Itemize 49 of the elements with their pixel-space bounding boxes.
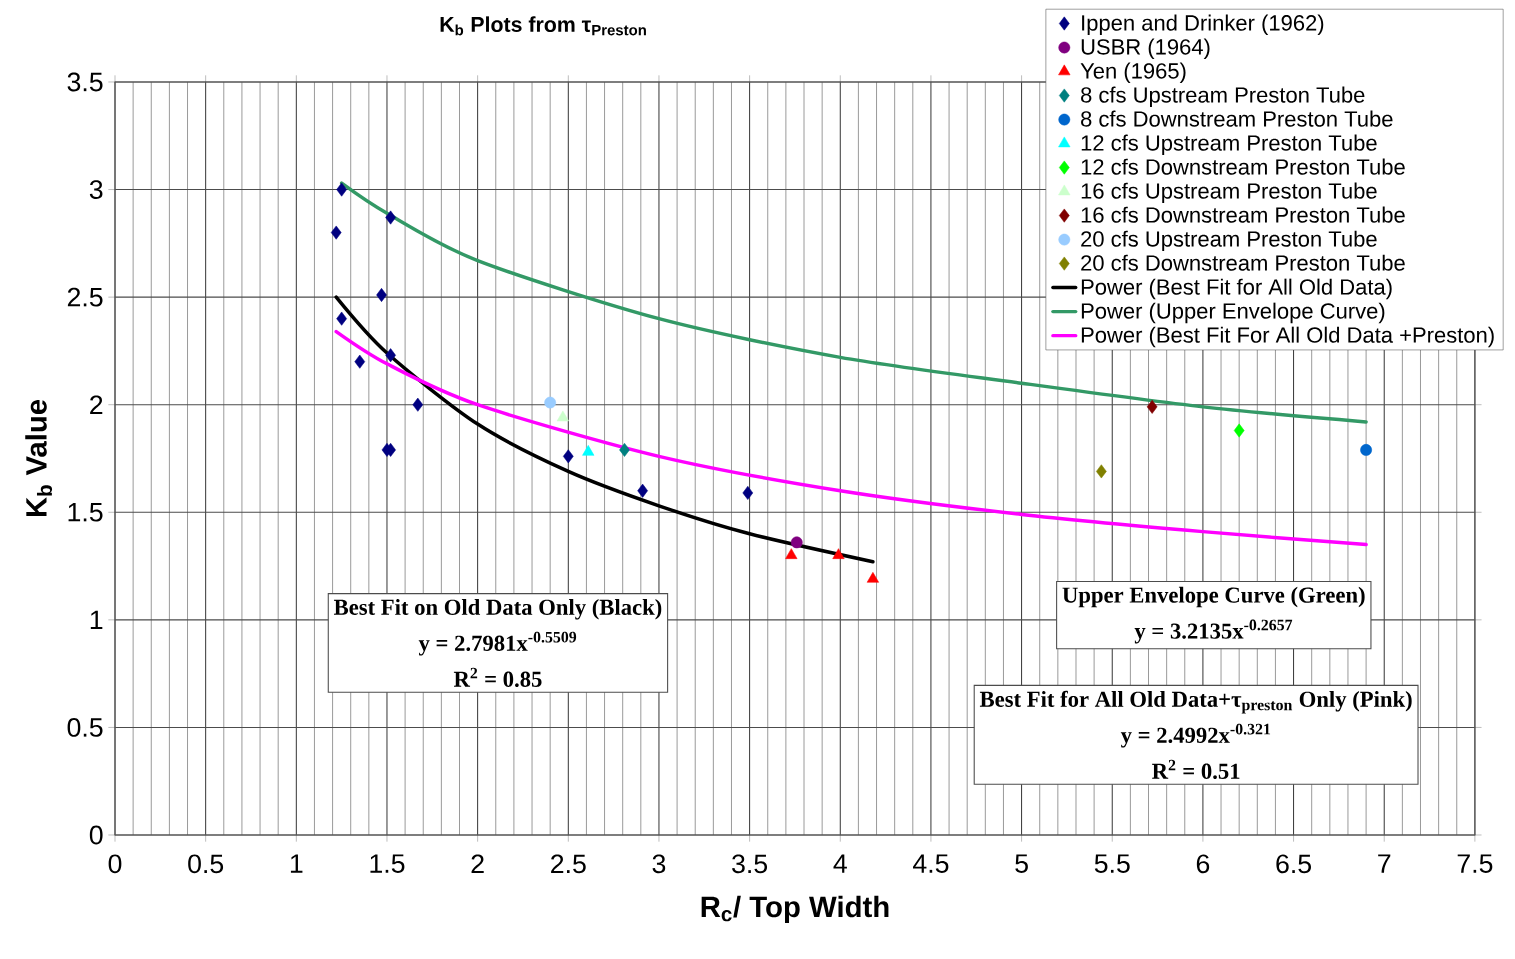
x-tick-label: 5.5	[1094, 854, 1130, 873]
legend-label: 16 cfs Upstream Preston Tube	[1081, 182, 1377, 204]
x-axis-title: R$_{c}$/ Top Width	[701, 895, 889, 924]
x-tick-label: 1	[290, 854, 303, 873]
legend-label: 16 cfs Downstream Preston Tube	[1081, 206, 1405, 223]
legend-label: Power (Best Fit for All Old Data)	[1081, 278, 1392, 300]
annotation: y = 2.7981x$^{-0.5509}$	[418, 631, 577, 656]
x-tick-label: 7.5	[1457, 854, 1493, 873]
y-tick-label: 2	[90, 395, 103, 415]
x-tick-label: 0	[108, 854, 122, 874]
legend-label: Power (Upper Envelope Curve)	[1081, 302, 1385, 324]
y-tick-label: 3	[89, 180, 103, 199]
y-tick-label: 2.5	[67, 287, 103, 307]
annotation: Best Fit on Old Data Only (Black)	[333, 598, 662, 620]
annotation: y = 3.2135x$^{-0.2657}$	[1134, 619, 1293, 644]
x-tick-label: 5	[1015, 854, 1028, 873]
legend-label: 12 cfs Downstream Preston Tube	[1081, 158, 1405, 175]
legend-label: 20 cfs Upstream Preston Tube	[1081, 230, 1377, 252]
annotation: R$^{2}$ = 0.85	[453, 667, 542, 687]
y-tick-label: 1.5	[68, 502, 103, 522]
y-axis-title: K$_{b}$ Value	[25, 399, 53, 517]
annotation: y = 2.4992x$^{-0.321}$	[1120, 723, 1271, 748]
annotation: R$^{2}$ = 0.51	[1152, 759, 1240, 779]
legend-label: 8 cfs Downstream Preston Tube	[1081, 110, 1393, 127]
y-tick-label: 0	[89, 825, 103, 845]
y-tick-label: 0.5	[67, 717, 103, 737]
legend-label: USBR (1964)	[1081, 38, 1210, 60]
x-tick-label: 1.5	[370, 854, 405, 873]
chart-title: K$_{b}$ Plots from τ$_{Preston}$	[440, 16, 646, 36]
legend-label: 20 cfs Downstream Preston Tube	[1081, 254, 1405, 271]
x-tick-label: 4	[833, 854, 847, 873]
y-tick-label: 1	[90, 610, 103, 630]
x-tick-label: 6.5	[1276, 854, 1311, 874]
legend-label: 12 cfs Upstream Preston Tube	[1081, 134, 1377, 156]
y-tick-label: 3.5	[67, 72, 103, 92]
legend-label: 8 cfs Upstream Preston Tube	[1081, 86, 1365, 108]
x-tick-label: 4.5	[913, 854, 949, 873]
x-tick-label: 3.5	[732, 854, 768, 874]
x-tick-label: 2	[471, 854, 484, 873]
x-tick-label: 2.5	[551, 854, 586, 874]
x-tick-label: 7	[1378, 854, 1391, 873]
annotation: Best Fit for All Old Data+τ$_{preston}$ Only (Pink)	[979, 690, 1412, 714]
annotation: Upper Envelope Curve (Green)	[1062, 586, 1365, 608]
legend-label: Ippen and Drinker (1962)	[1082, 14, 1324, 36]
x-tick-label: 0.5	[188, 854, 224, 874]
x-tick-label: 6	[1196, 854, 1210, 874]
legend-label: Yen (1965)	[1080, 62, 1186, 84]
x-tick-label: 3	[652, 854, 666, 874]
legend-label: Power (Best Fit For All Old Data +Preston)	[1081, 326, 1494, 348]
